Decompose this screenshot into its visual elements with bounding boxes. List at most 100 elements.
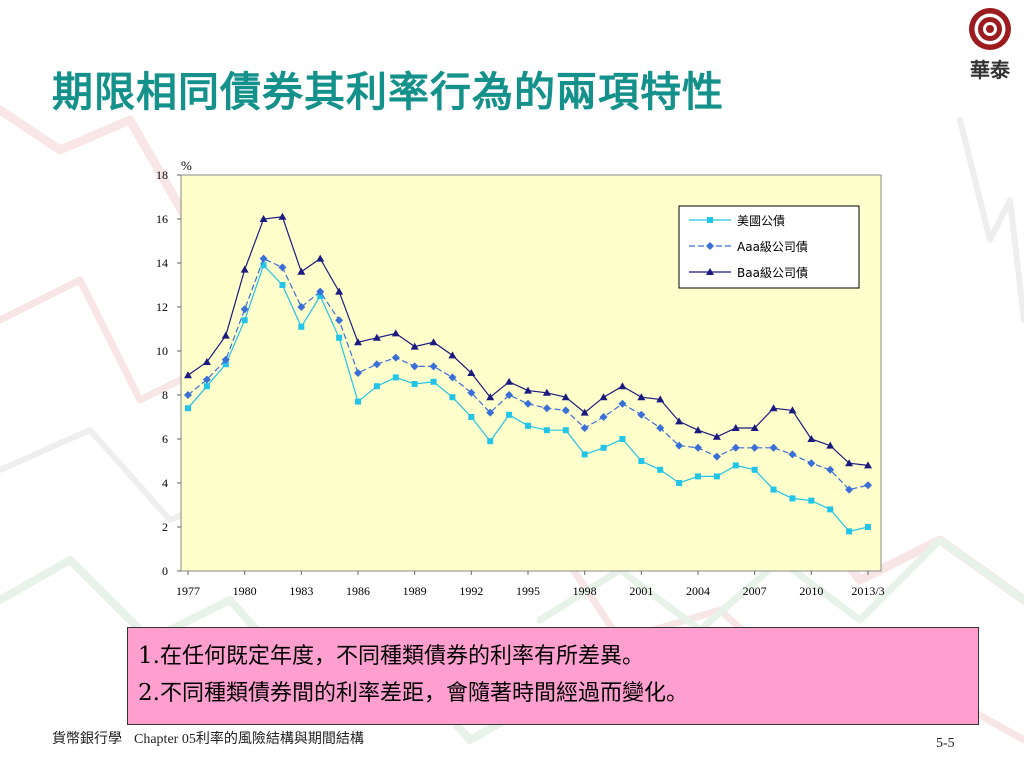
x-tick-label: 2007 <box>743 584 767 598</box>
series-2-point <box>221 355 230 364</box>
series-1-point <box>392 374 399 381</box>
series-1-point <box>751 466 758 473</box>
series-3-point <box>731 424 740 431</box>
series-1-point <box>827 506 834 513</box>
series-1 <box>185 262 871 535</box>
y-tick-label: 18 <box>156 168 168 182</box>
x-tick-label: 1995 <box>516 584 540 598</box>
series-2-point <box>486 408 495 417</box>
footer-course: 貨幣銀行學 <box>52 731 122 747</box>
x-tick-label: 1989 <box>403 584 427 598</box>
series-1-point <box>222 361 229 368</box>
y-tick-label: 2 <box>162 520 168 534</box>
series-2-point <box>391 353 400 362</box>
series-1-point <box>185 405 191 412</box>
series-3-point <box>467 369 476 376</box>
x-tick-label: 1977 <box>176 584 200 598</box>
series-3-point <box>769 404 778 412</box>
series-1-point <box>411 381 418 387</box>
series-2-point <box>410 362 419 371</box>
series-3-point <box>221 331 230 339</box>
series-1-point <box>600 444 607 451</box>
slide-title: 期限相同債券其利率行為的兩項特性 <box>52 68 724 116</box>
series-3-point <box>316 254 325 262</box>
series-2-point <box>769 443 778 452</box>
series-1-point <box>732 462 739 469</box>
series-2-point <box>429 362 438 371</box>
legend-label-3: Baa級公司債 <box>737 265 808 280</box>
series-3-point <box>618 382 627 390</box>
series-2-point <box>240 305 249 314</box>
series-3-point <box>712 432 721 440</box>
series-2-point <box>335 316 344 325</box>
series-1-point <box>506 411 513 418</box>
series-3-point <box>184 371 192 379</box>
series-2-point <box>807 459 816 468</box>
key-points-box: 1.在任何既定年度，不同種類債券的利率有所差異。 2.不同種類債券間的利率差距，… <box>127 627 979 725</box>
series-3-point <box>505 377 514 385</box>
series-3-point <box>202 358 211 365</box>
series-3-point <box>750 424 759 431</box>
series-3-point <box>694 426 702 434</box>
series-3-point <box>637 393 646 401</box>
y-tick-label: 8 <box>162 388 168 402</box>
series-3-point <box>278 212 287 220</box>
series-2-point <box>656 424 665 432</box>
y-tick-label: 12 <box>156 300 168 314</box>
series-1-point <box>770 486 777 493</box>
series-2-point <box>316 287 325 296</box>
x-tick-label: 1980 <box>233 584 257 598</box>
series-1-point <box>487 438 494 445</box>
slide-footer: 貨幣銀行學 Chapter 05利率的風險結構與期間結構 <box>52 728 364 748</box>
series-3-point <box>429 338 438 346</box>
series-1-point <box>355 398 361 405</box>
logo-text: 華泰 <box>970 58 1010 82</box>
series-1-point <box>865 524 871 530</box>
series-2-point <box>542 404 551 413</box>
series-3-point <box>599 393 608 401</box>
series-2-point <box>297 303 306 311</box>
x-tick-label: 1983 <box>289 584 313 598</box>
series-2-point <box>864 481 872 490</box>
series-1-point <box>449 394 456 401</box>
y-unit-label: % <box>181 158 192 173</box>
series-3-point <box>524 386 532 394</box>
chart-legend: 美國公債 Aaa級公司債 Baa級公司債 <box>678 205 860 289</box>
series-2-point <box>259 254 268 263</box>
key-point-2-text: 不同種類債券間的利率差距，會隨著時間經過而變化。 <box>159 681 688 706</box>
series-2-point <box>675 441 684 450</box>
series-2-point <box>580 424 589 432</box>
series-3-point <box>410 342 419 350</box>
series-3-point <box>542 388 551 396</box>
key-point-1-text: 在任何既定年度，不同種類債券的利率有所差異。 <box>159 644 644 669</box>
series-2-point <box>372 360 381 369</box>
series-2-point <box>845 485 854 494</box>
x-tick-label: 1992 <box>459 584 483 598</box>
series-3-point <box>259 215 268 222</box>
x-tick-label: 1986 <box>346 584 370 598</box>
series-1-point <box>789 495 796 502</box>
x-tick-label: 2001 <box>629 584 653 598</box>
series-3-point <box>372 333 381 341</box>
series-1-point <box>336 334 343 341</box>
series-3-point <box>845 459 854 467</box>
series-1-point <box>525 422 531 429</box>
series-2-point <box>694 443 702 452</box>
series-2-point <box>467 388 476 397</box>
key-point-1-number: 1. <box>138 643 160 669</box>
series-2-point <box>524 399 532 408</box>
series-2-point <box>788 450 797 459</box>
series-1-point <box>203 383 210 390</box>
series-1-point <box>562 427 569 434</box>
series-3-point <box>297 267 306 275</box>
series-1-point <box>657 466 664 473</box>
key-point-2: 2.不同種類債券間的利率差距，會隨著時間經過而變化。 <box>138 675 966 712</box>
series-2 <box>184 254 872 494</box>
series-1-point <box>260 262 267 269</box>
y-tick-label: 14 <box>156 256 168 270</box>
logo-emblem-icon <box>969 8 1011 50</box>
series-1-point <box>846 528 853 535</box>
key-point-1: 1.在任何既定年度，不同種類債券的利率有所差異。 <box>138 638 966 675</box>
series-2-point <box>637 410 646 419</box>
series-3-point <box>807 435 816 442</box>
